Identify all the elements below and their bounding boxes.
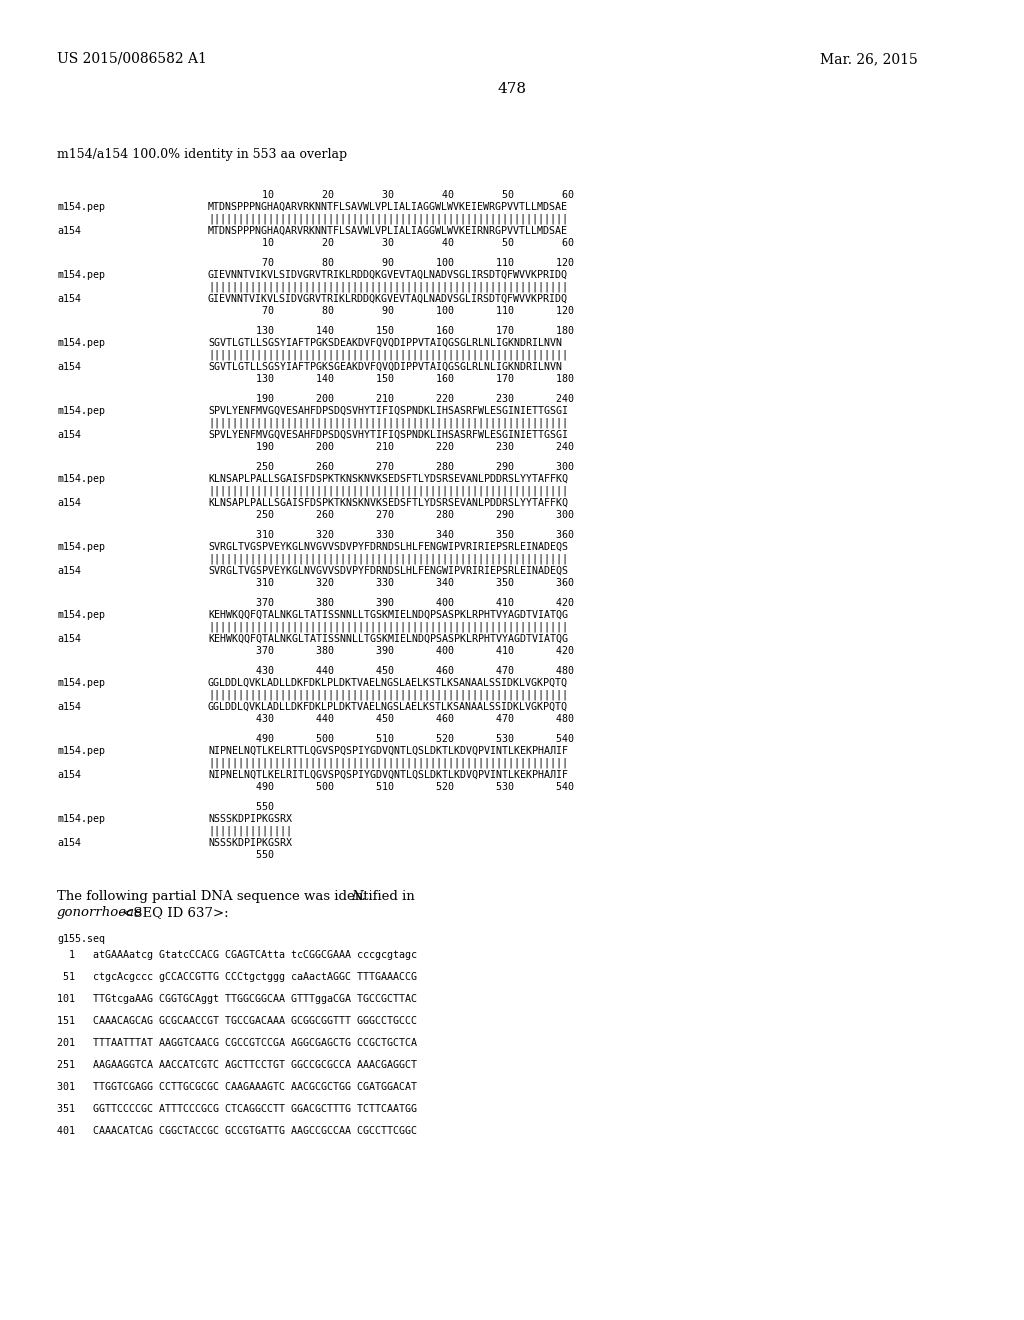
Text: ||||||||||||||: |||||||||||||| xyxy=(208,826,292,837)
Text: m154.pep: m154.pep xyxy=(57,610,105,620)
Text: m154.pep: m154.pep xyxy=(57,746,105,756)
Text: KLNSAPLPALLSGAISFDSPKTKNSKNVKSEDSFTLYDSRSEVANLPDDRSLYYTAFFKQ: KLNSAPLPALLSGAISFDSPKTKNSKNVKSEDSFTLYDSR… xyxy=(208,498,568,508)
Text: KEHWKQQFQTALNKGLTATISSNNLLTGSKMIELNDQPSASPKLRPHTVYAGDTVIATQG: KEHWKQQFQTALNKGLTATISSNNLLTGSKMIELNDQPSA… xyxy=(208,610,568,620)
Text: SPVLYENFMVGQVESAHFDPSDQSVHYTIFIQSPNDKLIHSASRFWLESGINIETTGSGI: SPVLYENFMVGQVESAHFDPSDQSVHYTIFIQSPNDKLIH… xyxy=(208,407,568,416)
Text: m154/a154 100.0% identity in 553 aa overlap: m154/a154 100.0% identity in 553 aa over… xyxy=(57,148,347,161)
Text: 430       440       450       460       470       480: 430 440 450 460 470 480 xyxy=(208,714,574,723)
Text: ||||||||||||||||||||||||||||||||||||||||||||||||||||||||||||: ||||||||||||||||||||||||||||||||||||||||… xyxy=(208,418,568,429)
Text: 370       380       390       400       410       420: 370 380 390 400 410 420 xyxy=(208,645,574,656)
Text: MTDNSPPPNGHAQARVRKNNTFLSAVWLVPLIALIAGGWLWVKEIEWRGPVVTLLMDSAE: MTDNSPPPNGHAQARVRKNNTFLSAVWLVPLIALIAGGWL… xyxy=(208,202,568,213)
Text: 478: 478 xyxy=(498,82,526,96)
Text: SGVTLGTLLSGSYIAFTPGKSGEAKDVFQVQDIPPVTAIQGSGLRLNLIGKNDRILNVN: SGVTLGTLLSGSYIAFTPGKSGEAKDVFQVQDIPPVTAIQ… xyxy=(208,362,562,372)
Text: a154: a154 xyxy=(57,226,81,236)
Text: MTDNSPPPNGHAQARVRKNNTFLSAVWLVPLIALIAGGWLWVKEIRNRGPVVTLLMDSAE: MTDNSPPPNGHAQARVRKNNTFLSAVWLVPLIALIAGGWL… xyxy=(208,226,568,236)
Text: m154.pep: m154.pep xyxy=(57,202,105,213)
Text: 401   CAAACATCAG CGGCTACCGC GCCGTGATTG AAGCCGCCAA CGCCTTCGGC: 401 CAAACATCAG CGGCTACCGC GCCGTGATTG AAG… xyxy=(57,1126,417,1137)
Text: SVRGLTVGSPVEYKGLNVGVVSDVPYFDRNDSLHLFENGWIPVRIRIEPSRLEINADEQS: SVRGLTVGSPVEYKGLNVGVVSDVPYFDRNDSLHLFENGW… xyxy=(208,566,568,576)
Text: 490       500       510       520       530       540: 490 500 510 520 530 540 xyxy=(208,781,574,792)
Text: ||||||||||||||||||||||||||||||||||||||||||||||||||||||||||||: ||||||||||||||||||||||||||||||||||||||||… xyxy=(208,214,568,224)
Text: GGLDDLQVKLADLLDKFDKLPLDKTVAELNGSLAELKSTLKSANAALSSIDKLVGKPQTQ: GGLDDLQVKLADLLDKFDKLPLDKTVAELNGSLAELKSTL… xyxy=(208,678,568,688)
Text: m154.pep: m154.pep xyxy=(57,474,105,484)
Text: 370       380       390       400       410       420: 370 380 390 400 410 420 xyxy=(208,598,574,609)
Text: 130       140       150       160       170       180: 130 140 150 160 170 180 xyxy=(208,374,574,384)
Text: NIPNELNQTLKELRITLQGVSPQSPIYGDVQNTLQSLDKTLKDVQPVINTLKEKPНАЛIF: NIPNELNQTLKELRITLQGVSPQSPIYGDVQNTLQSLDKT… xyxy=(208,770,568,780)
Text: 430       440       450       460       470       480: 430 440 450 460 470 480 xyxy=(208,667,574,676)
Text: gonorrhoeae: gonorrhoeae xyxy=(57,906,143,919)
Text: 190       200       210       220       230       240: 190 200 210 220 230 240 xyxy=(208,442,574,451)
Text: a154: a154 xyxy=(57,498,81,508)
Text: ||||||||||||||||||||||||||||||||||||||||||||||||||||||||||||: ||||||||||||||||||||||||||||||||||||||||… xyxy=(208,486,568,496)
Text: m154.pep: m154.pep xyxy=(57,338,105,348)
Text: m154.pep: m154.pep xyxy=(57,678,105,688)
Text: GIEVNNTVIKVLSIDVGRVTRIKLRDDQKGVEVTAQLNADVSGLIRSDTQFWVVKPRIDQ: GIEVNNTVIKVLSIDVGRVTRIKLRDDQKGVEVTAQLNAD… xyxy=(208,271,568,280)
Text: N.: N. xyxy=(351,890,367,903)
Text: 251   AAGAAGGTCA AACCATCGTC AGCTTCCTGT GGCCGCGCCA AAACGAGGCT: 251 AAGAAGGTCA AACCATCGTC AGCTTCCTGT GGC… xyxy=(57,1060,417,1071)
Text: SPVLYENFMVGQVESAHFDPSDQSVHYTIFIQSPNDKLIHSASRFWLESGINIETTGSGI: SPVLYENFMVGQVESAHFDPSDQSVHYTIFIQSPNDKLIH… xyxy=(208,430,568,440)
Text: 351   GGTTCCCCGC ATTTCCCGCG CTCAGGCCTT GGACGCTTTG TCTTCAATGG: 351 GGTTCCCCGC ATTTCCCGCG CTCAGGCCTT GGA… xyxy=(57,1104,417,1114)
Text: 310       320       330       340       350       360: 310 320 330 340 350 360 xyxy=(208,578,574,587)
Text: 1   atGAAAatcg GtatcCCACG CGAGTCAtta tcCGGCGAAA cccgcgtagc: 1 atGAAAatcg GtatcCCACG CGAGTCAtta tcCGG… xyxy=(57,950,417,960)
Text: KEHWKQQFQTALNKGLTATISSNNLLTGSKMIELNDQPSASPKLRPHTVYAGDTVIATQG: KEHWKQQFQTALNKGLTATISSNNLLTGSKMIELNDQPSA… xyxy=(208,634,568,644)
Text: 550: 550 xyxy=(208,850,274,861)
Text: 10        20        30        40        50        60: 10 20 30 40 50 60 xyxy=(208,238,574,248)
Text: 10        20        30        40        50        60: 10 20 30 40 50 60 xyxy=(208,190,574,201)
Text: ||||||||||||||||||||||||||||||||||||||||||||||||||||||||||||: ||||||||||||||||||||||||||||||||||||||||… xyxy=(208,690,568,701)
Text: GGLDDLQVKLADLLDKFDKLPLDKTVAELNGSLAELKSTLKSANAALSSIDKLVGKPQTQ: GGLDDLQVKLADLLDKFDKLPLDKTVAELNGSLAELKSTL… xyxy=(208,702,568,711)
Text: ||||||||||||||||||||||||||||||||||||||||||||||||||||||||||||: ||||||||||||||||||||||||||||||||||||||||… xyxy=(208,282,568,293)
Text: 550: 550 xyxy=(208,803,274,812)
Text: ||||||||||||||||||||||||||||||||||||||||||||||||||||||||||||: ||||||||||||||||||||||||||||||||||||||||… xyxy=(208,622,568,632)
Text: a154: a154 xyxy=(57,430,81,440)
Text: 201   TTTAATTTAT AAGGTCAACG CGCCGTCCGA AGGCGAGCTG CCGCTGCTCA: 201 TTTAATTTAT AAGGTCAACG CGCCGTCCGA AGG… xyxy=(57,1038,417,1048)
Text: g155.seq: g155.seq xyxy=(57,935,105,944)
Text: The following partial DNA sequence was identified in: The following partial DNA sequence was i… xyxy=(57,890,419,903)
Text: ||||||||||||||||||||||||||||||||||||||||||||||||||||||||||||: ||||||||||||||||||||||||||||||||||||||||… xyxy=(208,350,568,360)
Text: a154: a154 xyxy=(57,634,81,644)
Text: 250       260       270       280       290       300: 250 260 270 280 290 300 xyxy=(208,462,574,473)
Text: a154: a154 xyxy=(57,362,81,372)
Text: 310       320       330       340       350       360: 310 320 330 340 350 360 xyxy=(208,531,574,540)
Text: 190       200       210       220       230       240: 190 200 210 220 230 240 xyxy=(208,393,574,404)
Text: 250       260       270       280       290       300: 250 260 270 280 290 300 xyxy=(208,510,574,520)
Text: a154: a154 xyxy=(57,294,81,304)
Text: 70        80        90       100       110       120: 70 80 90 100 110 120 xyxy=(208,257,574,268)
Text: 51   ctgcAcgccc gCCACCGTTG CCCtgctggg caAactAGGC TTTGAAACCG: 51 ctgcAcgccc gCCACCGTTG CCCtgctggg caAa… xyxy=(57,972,417,982)
Text: <SEQ ID 637>:: <SEQ ID 637>: xyxy=(118,906,228,919)
Text: ||||||||||||||||||||||||||||||||||||||||||||||||||||||||||||: ||||||||||||||||||||||||||||||||||||||||… xyxy=(208,758,568,768)
Text: NSSSKDPIPKGSRX: NSSSKDPIPKGSRX xyxy=(208,814,292,824)
Text: 70        80        90       100       110       120: 70 80 90 100 110 120 xyxy=(208,306,574,315)
Text: NIPNELNQTLKELRTTLQGVSPQSPIYGDVQNTLQSLDKTLKDVQPVINTLKEKPНАЛIF: NIPNELNQTLKELRTTLQGVSPQSPIYGDVQNTLQSLDKT… xyxy=(208,746,568,756)
Text: 130       140       150       160       170       180: 130 140 150 160 170 180 xyxy=(208,326,574,337)
Text: GIEVNNTVIKVLSIDVGRVTRIKLRDDQKGVEVTAQLNADVSGLIRSDTQFWVVKPRIDQ: GIEVNNTVIKVLSIDVGRVTRIKLRDDQKGVEVTAQLNAD… xyxy=(208,294,568,304)
Text: a154: a154 xyxy=(57,770,81,780)
Text: a154: a154 xyxy=(57,838,81,847)
Text: NSSSKDPIPKGSRX: NSSSKDPIPKGSRX xyxy=(208,838,292,847)
Text: a154: a154 xyxy=(57,566,81,576)
Text: 301   TTGGTCGAGG CCTTGCGCGC CAAGAAAGTC AACGCGCTGG CGATGGACAT: 301 TTGGTCGAGG CCTTGCGCGC CAAGAAAGTC AAC… xyxy=(57,1082,417,1092)
Text: KLNSAPLPALLSGAISFDSPKTKNSKNVKSEDSFTLYDSRSEVANLPDDRSLYYTAFFKQ: KLNSAPLPALLSGAISFDSPKTKNSKNVKSEDSFTLYDSR… xyxy=(208,474,568,484)
Text: US 2015/0086582 A1: US 2015/0086582 A1 xyxy=(57,51,207,66)
Text: 101   TTGtcgaAAG CGGTGCAggt TTGGCGGCAA GTTTggaCGA TGCCGCTTAC: 101 TTGtcgaAAG CGGTGCAggt TTGGCGGCAA GTT… xyxy=(57,994,417,1005)
Text: Mar. 26, 2015: Mar. 26, 2015 xyxy=(820,51,918,66)
Text: 151   CAAACAGCAG GCGCAACCGT TGCCGACAAA GCGGCGGTTT GGGCCTGCCC: 151 CAAACAGCAG GCGCAACCGT TGCCGACAAA GCG… xyxy=(57,1016,417,1026)
Text: m154.pep: m154.pep xyxy=(57,814,105,824)
Text: a154: a154 xyxy=(57,702,81,711)
Text: m154.pep: m154.pep xyxy=(57,543,105,552)
Text: ||||||||||||||||||||||||||||||||||||||||||||||||||||||||||||: ||||||||||||||||||||||||||||||||||||||||… xyxy=(208,554,568,565)
Text: SGVTLGTLLSGSYIAFTPGKSDEAKDVFQVQDIPPVTAIQGSGLRLNLIGKNDRILNVN: SGVTLGTLLSGSYIAFTPGKSDEAKDVFQVQDIPPVTAIQ… xyxy=(208,338,562,348)
Text: m154.pep: m154.pep xyxy=(57,407,105,416)
Text: m154.pep: m154.pep xyxy=(57,271,105,280)
Text: SVRGLTVGSPVEYKGLNVGVVSDVPYFDRNDSLHLFENGWIPVRIRIEPSRLEINADEQS: SVRGLTVGSPVEYKGLNVGVVSDVPYFDRNDSLHLFENGW… xyxy=(208,543,568,552)
Text: 490       500       510       520       530       540: 490 500 510 520 530 540 xyxy=(208,734,574,744)
